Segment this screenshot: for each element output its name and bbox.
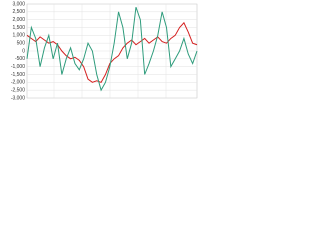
y-tick-label: 2,500 — [12, 9, 25, 15]
y-tick-label: -1,500 — [11, 72, 25, 78]
y-tick-label: 0 — [22, 48, 25, 54]
y-tick-label: -1,000 — [11, 64, 25, 70]
series-line — [26, 6, 198, 92]
y-tick-label: -3,000 — [11, 95, 25, 100]
page: {"chart_data": {"type": "line", "ylim": … — [0, 0, 200, 100]
y-tick-label: -500 — [15, 56, 25, 62]
y-tick-label: 1,000 — [12, 33, 25, 39]
y-tick-label: 500 — [17, 40, 26, 46]
series-line — [26, 21, 198, 83]
y-tick-label: 2,000 — [12, 17, 25, 23]
y-tick-label: -2,000 — [11, 80, 25, 86]
y-tick-label: 1,500 — [12, 25, 25, 31]
chart: -3,000-2,500-2,000-1,500-1,000-50005001,… — [11, 1, 198, 100]
y-tick-label: -2,500 — [11, 87, 25, 93]
y-tick-label: 3,000 — [12, 1, 25, 7]
